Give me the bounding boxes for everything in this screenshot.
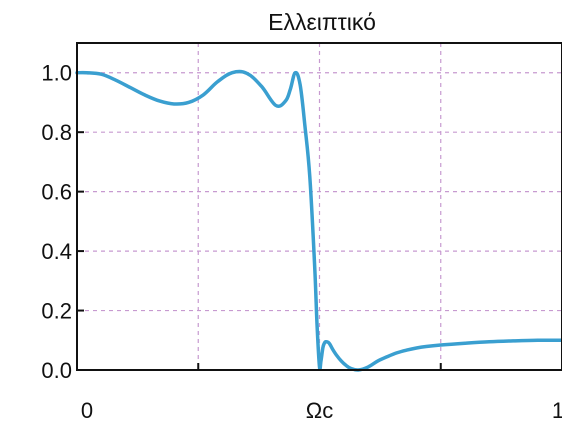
y-tick-label: 0.6 bbox=[41, 180, 72, 205]
series-line-0 bbox=[75, 69, 562, 372]
grid-lines bbox=[77, 43, 562, 370]
axis-ticks bbox=[77, 71, 442, 371]
y-tick-label: 0.8 bbox=[41, 120, 72, 145]
data-series bbox=[75, 69, 562, 372]
x-tick-label: 1 bbox=[552, 398, 562, 422]
chart-title: Ελλειπτικό bbox=[268, 9, 376, 35]
y-tick-label: 0.2 bbox=[41, 299, 72, 324]
x-tick-label: 0 bbox=[81, 398, 93, 422]
y-tick-label: 1.0 bbox=[41, 61, 72, 86]
y-tick-label: 0.0 bbox=[41, 358, 72, 383]
x-tick-label: Ωc bbox=[306, 398, 333, 422]
plot-area-frame bbox=[76, 42, 562, 371]
y-tick-label: 0.4 bbox=[41, 239, 72, 264]
tick-labels: 0.0 0.2 0.4 0.6 0.8 1.0 0 Ωc 1 bbox=[41, 61, 562, 422]
